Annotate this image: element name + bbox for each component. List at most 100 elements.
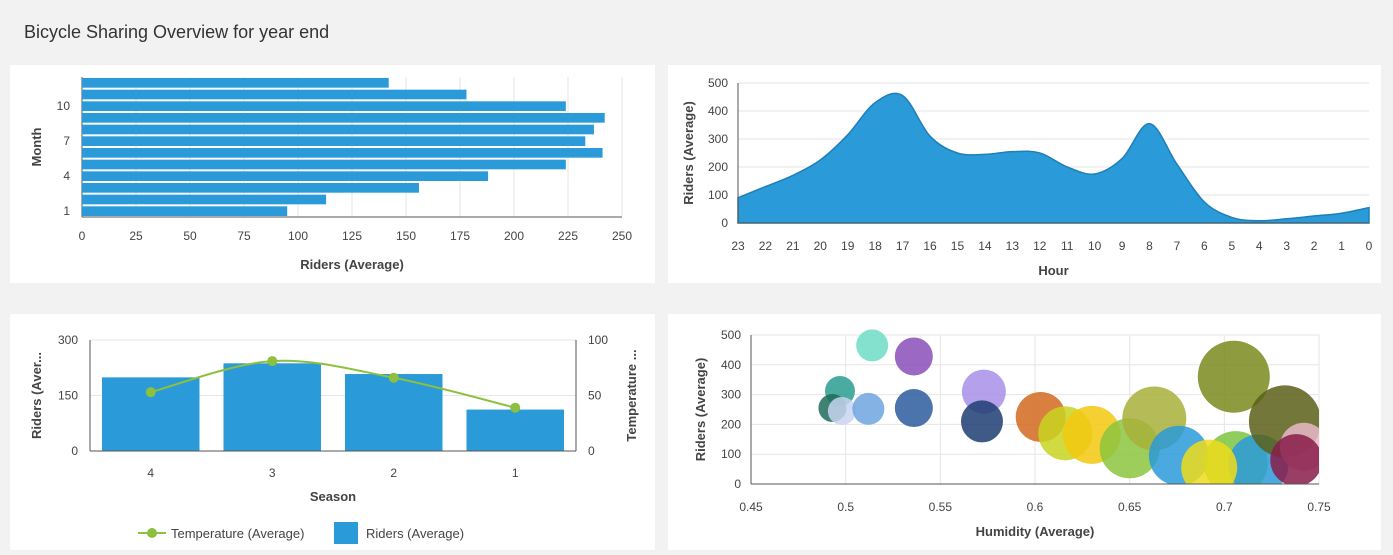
bar-month-5[interactable] xyxy=(82,159,566,170)
temperature-point-season-2[interactable] xyxy=(388,372,399,383)
y-tick-label: 200 xyxy=(708,160,728,174)
y-axis-title: Month xyxy=(29,127,44,166)
temperature-point-season-3[interactable] xyxy=(267,356,278,367)
bubble-point-9[interactable] xyxy=(960,400,1003,443)
chart-panel-hour: 0 100 200 300 400 500 23 22 21 20 19 18 17 16 15 14 13 12… xyxy=(668,65,1381,283)
x-tick-label: 75 xyxy=(237,229,251,243)
x-tick-label: 2 xyxy=(1311,239,1318,253)
y-tick-label: 300 xyxy=(708,132,728,146)
x-tick-label: 175 xyxy=(450,229,470,243)
bar-season-3[interactable] xyxy=(223,363,322,451)
legend-riders-swatch xyxy=(334,522,358,544)
x-tick-label: 100 xyxy=(288,229,308,243)
y-tick-label: 0 xyxy=(721,216,728,230)
bar-season-1[interactable] xyxy=(466,409,565,451)
y2-tick-label: 100 xyxy=(588,333,608,347)
riders-area-series[interactable] xyxy=(737,92,1370,224)
y-tick-label: 300 xyxy=(58,333,78,347)
y2-tick-label: 0 xyxy=(588,444,595,458)
x-tick-label: 3 xyxy=(1283,239,1290,253)
x-tick-label: 19 xyxy=(841,239,855,253)
chart-panel-month: 0 25 50 75 100 125 150 175 200 225 250 1 4 7 10 Riders … xyxy=(10,65,655,283)
temperature-line-series[interactable] xyxy=(150,359,516,409)
x-tick-label: 50 xyxy=(183,229,197,243)
y-tick-label: 150 xyxy=(58,389,78,403)
x-tick-label: 22 xyxy=(759,239,773,253)
x-tick-label: 0.6 xyxy=(1027,500,1044,514)
y-tick-label: 4 xyxy=(63,169,70,183)
bar-month-1[interactable] xyxy=(82,206,288,216)
bubble-point-22[interactable] xyxy=(1270,434,1322,486)
x-tick-label: 0.65 xyxy=(1118,500,1142,514)
x-axis-title: Riders (Average) xyxy=(300,257,404,272)
y2-tick-label: 50 xyxy=(588,389,602,403)
x-axis-title: Humidity (Average) xyxy=(976,524,1095,539)
bubble-point-18[interactable] xyxy=(1197,340,1270,413)
temperature-point-season-4[interactable] xyxy=(145,387,156,398)
bar-month-2[interactable] xyxy=(82,194,327,205)
legend-temperature-marker xyxy=(147,528,157,538)
x-tick-label: 1 xyxy=(512,466,519,480)
x-tick-label: 17 xyxy=(896,239,910,253)
x-tick-label: 18 xyxy=(868,239,882,253)
x-tick-label: 1 xyxy=(1338,239,1345,253)
bubble-point-6[interactable] xyxy=(852,392,885,425)
x-tick-label: 2 xyxy=(390,466,397,480)
x-tick-label: 0.75 xyxy=(1307,500,1331,514)
bubble-point-21[interactable] xyxy=(1181,439,1238,496)
x-tick-label: 7 xyxy=(1174,239,1181,253)
y-axis-title: Riders (Average) xyxy=(681,101,696,205)
bar-month-10[interactable] xyxy=(82,101,566,111)
x-tick-label: 3 xyxy=(269,466,276,480)
bar-season-2[interactable] xyxy=(345,374,443,451)
x-tick-label: 225 xyxy=(558,229,578,243)
temperature-point-season-1[interactable] xyxy=(510,402,521,413)
legend-temperature-label: Temperature (Average) xyxy=(171,526,304,541)
y-tick-label: 200 xyxy=(721,417,741,431)
x-tick-label: 4 xyxy=(1256,239,1263,253)
y-tick-label: 300 xyxy=(721,388,741,402)
x-tick-label: 0.5 xyxy=(837,500,854,514)
bubble-point-2[interactable] xyxy=(894,337,933,376)
x-tick-label: 16 xyxy=(923,239,937,253)
bar-month-6[interactable] xyxy=(82,148,603,158)
y-tick-label: 100 xyxy=(708,188,728,202)
x-tick-label: 0.45 xyxy=(739,500,763,514)
x-tick-label: 9 xyxy=(1119,239,1126,253)
bar-month-7[interactable] xyxy=(82,136,586,146)
riders-temperature-by-season-chart[interactable]: 0 150 300 0 50 100 4 3 2 1 Season Riders (Aver... Te… xyxy=(10,314,655,550)
bar-month-11[interactable] xyxy=(82,89,467,100)
bar-month-8[interactable] xyxy=(82,124,594,135)
chart-panel-season: 0 150 300 0 50 100 4 3 2 1 Season Riders (Aver... Te… xyxy=(10,314,655,550)
riders-by-month-chart[interactable]: 0 25 50 75 100 125 150 175 200 225 250 1 4 7 10 Riders … xyxy=(10,65,655,283)
y-tick-label: 400 xyxy=(708,104,728,118)
y-tick-label: 0 xyxy=(71,444,78,458)
x-tick-label: 8 xyxy=(1146,239,1153,253)
bar-month-9[interactable] xyxy=(82,113,605,123)
y-tick-label: 7 xyxy=(63,134,70,148)
bubble-group xyxy=(818,329,1322,496)
x-tick-label: 200 xyxy=(504,229,524,243)
y-axis-title: Riders (Aver... xyxy=(29,352,44,439)
x-tick-label: 25 xyxy=(129,229,143,243)
y-tick-label: 500 xyxy=(708,76,728,90)
legend-riders-label: Riders (Average) xyxy=(366,526,464,541)
x-axis-title: Season xyxy=(310,489,356,504)
bubble-point-5[interactable] xyxy=(827,396,856,425)
bubble-point-7[interactable] xyxy=(894,389,933,428)
bar-month-4[interactable] xyxy=(82,171,489,181)
bar-month-3[interactable] xyxy=(82,183,419,193)
bar-month-12[interactable] xyxy=(82,78,389,88)
x-tick-label: 4 xyxy=(147,466,154,480)
x-tick-label: 0.7 xyxy=(1216,500,1233,514)
x-tick-label: 12 xyxy=(1033,239,1047,253)
x-tick-label: 250 xyxy=(612,229,632,243)
y2-axis-title: Temperature ... xyxy=(624,349,639,441)
x-tick-label: 0 xyxy=(79,229,86,243)
x-tick-label: 21 xyxy=(786,239,800,253)
riders-by-humidity-chart[interactable]: 0 100 200 300 400 500 0.45 0.5 0.55 0.6 0.65 0.7 0.7… xyxy=(668,314,1381,550)
bubble-point-1[interactable] xyxy=(856,329,889,362)
x-tick-label: 15 xyxy=(951,239,965,253)
y-tick-label: 0 xyxy=(734,477,741,491)
